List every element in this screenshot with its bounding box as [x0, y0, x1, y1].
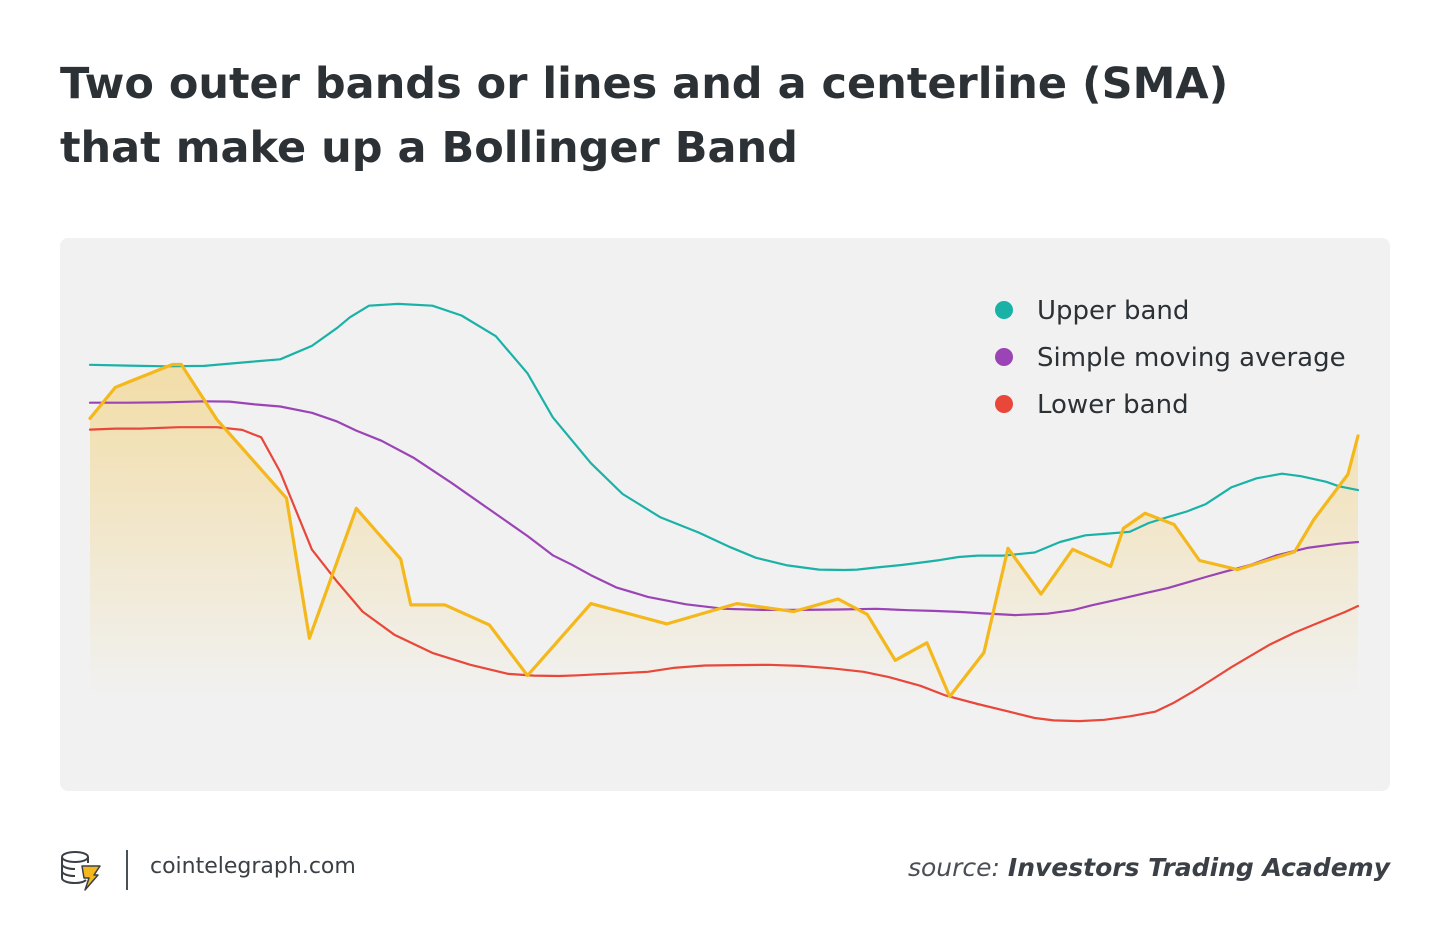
- legend-label-1: Upper band: [1037, 296, 1189, 326]
- chart-panel: Upper band Simple moving average Lower ban…: [60, 238, 1390, 791]
- legend-marker-2: [995, 348, 1013, 366]
- bollinger-chart: Upper band Simple moving average Lower ban…: [88, 296, 1360, 723]
- upper-band-line: [88, 302, 1360, 572]
- source-credit: source: Investors Trading Academy: [908, 853, 1390, 882]
- legend-marker-3: [995, 395, 1013, 413]
- lower-band-line: [88, 426, 1360, 723]
- legend-marker-1: [995, 301, 1013, 319]
- legend-label-3: Lower band: [1037, 390, 1189, 420]
- chart-title-line-1: Two outer bands or lines and a centerlin…: [60, 59, 1229, 109]
- chart-legend: Upper band Simple moving average Lower ban…: [995, 296, 1346, 420]
- cointelegraph-coin-stack-icon: [58, 848, 104, 896]
- sma-line: [88, 400, 1360, 617]
- source-prefix: source:: [907, 853, 1008, 882]
- legend-label-2: Simple moving average: [1037, 343, 1346, 373]
- chart-title-line-2: that make up a Bollinger Band: [60, 123, 798, 173]
- chart-title: Two outer bands or lines and a centerlin…: [60, 52, 1360, 180]
- brand-link[interactable]: cointelegraph.com: [150, 854, 356, 879]
- footer-divider: [126, 850, 128, 890]
- price-line: [88, 362, 1360, 699]
- source-name: Investors Trading Academy: [1007, 853, 1390, 882]
